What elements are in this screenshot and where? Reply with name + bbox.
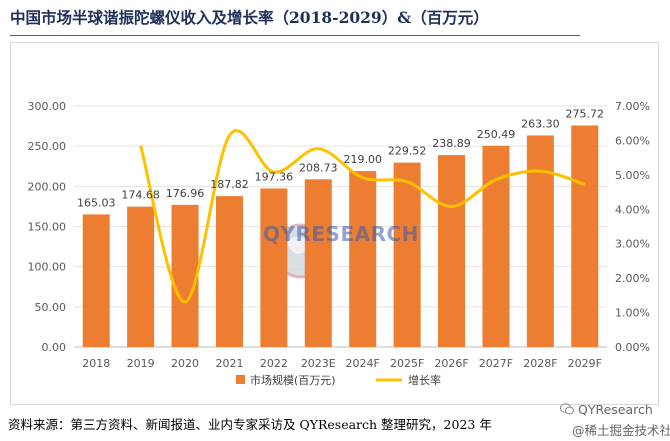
x-tick-label: 2019	[127, 357, 155, 370]
y-right-tick-label: 6.00%	[615, 134, 650, 147]
legend-bar-label: 市场规模(百万元)	[250, 373, 336, 387]
bar	[571, 125, 599, 347]
bar-value-label: 238.89	[432, 137, 471, 150]
source-footnote: 资料来源：第三方资料、新闻报道、业内专家采访及 QYResearch 整理研究，…	[8, 417, 492, 432]
watermark-globe-continent	[287, 236, 308, 254]
bar-value-label: 275.72	[566, 108, 605, 121]
data-labels: 165.03 174.68 176.96 187.82 197.36 208.73 219.…	[77, 108, 604, 246]
chart-frame: 165.03 174.68 176.96 187.82 197.36 208.73 219.…	[10, 42, 659, 405]
y-left-tick-label: 0.00	[42, 341, 67, 354]
y-right-tick-label: 0.00%	[615, 341, 650, 354]
x-tick-label: 2018	[82, 357, 110, 370]
x-tick-label: 2024F	[346, 357, 380, 370]
bar	[82, 214, 110, 347]
x-tick-label: 2020	[171, 357, 199, 370]
y-left-tick-label: 50.00	[35, 301, 67, 314]
x-tick-label: 2022	[260, 357, 288, 370]
y-left-tick-label: 100.00	[28, 261, 67, 274]
wechat-icon	[560, 403, 574, 415]
legend-line-label: 增长率	[408, 373, 441, 387]
y-right-tick-label: 4.00%	[615, 203, 650, 216]
watermark-logo-text: QYRESEARCH	[263, 222, 419, 246]
y-right-tick-label: 5.00%	[615, 169, 650, 182]
growth-line-series	[139, 129, 586, 304]
x-tick-label: 2025F	[390, 357, 424, 370]
y-right-tick-label: 1.00%	[615, 307, 650, 320]
legend-bar-swatch	[236, 375, 245, 384]
x-tick-label: 2026F	[434, 357, 468, 370]
axes: 0.00 50.00 100.00 150.00 200.00 250.00 300.00 0…	[28, 100, 650, 370]
grid	[74, 105, 607, 348]
bar-series	[82, 125, 599, 347]
community-watermark: @稀土掘金技术社区	[572, 423, 670, 438]
bar	[304, 179, 332, 347]
bar-value-label: 208.73	[299, 161, 338, 174]
legend: 市场规模(百万元) 增长率	[236, 373, 441, 387]
x-tick-label: 2029F	[568, 357, 602, 370]
bar-value-label: 165.03	[77, 196, 116, 209]
y-left-tick-label: 200.00	[28, 180, 67, 193]
x-tick-label: 2021	[215, 357, 243, 370]
bar-value-label: 176.96	[166, 187, 205, 200]
bar	[349, 171, 377, 347]
bar	[526, 135, 554, 347]
bar-value-label: 174.68	[121, 189, 160, 202]
y-left-tick-label: 300.00	[28, 100, 67, 113]
bar-value-label: 187.82	[210, 178, 249, 191]
bar	[215, 196, 243, 347]
y-left-tick-label: 250.00	[28, 140, 67, 153]
chart-svg: 165.03 174.68 176.96 187.82 197.36 208.73 219.…	[28, 100, 650, 387]
bar-value-label: 197.36	[255, 170, 294, 183]
bar-value-label: 219.00	[343, 153, 382, 166]
y-right-tick-label: 2.00%	[615, 272, 650, 285]
bar-value-label: 229.52	[388, 145, 427, 158]
bar	[260, 188, 288, 347]
chart-title: 中国市场半球谐振陀螺仪收入及增长率（2018-2029）&（百万元）	[10, 8, 489, 27]
wechat-watermark: QYResearch	[560, 402, 653, 417]
x-tick-label: 2027F	[479, 357, 513, 370]
bar	[127, 206, 155, 347]
x-tick-label: 2028F	[523, 357, 557, 370]
title-divider	[10, 35, 580, 36]
bar	[393, 162, 421, 347]
y-left-tick-label: 150.00	[28, 221, 67, 234]
bar	[171, 204, 199, 347]
bar-value-label: 250.49	[477, 128, 516, 141]
x-tick-label: 2023E	[301, 357, 336, 370]
y-right-tick-label: 3.00%	[615, 238, 650, 251]
y-right-tick-label: 7.00%	[615, 100, 650, 113]
bar	[438, 155, 466, 347]
wechat-handle: QYResearch	[577, 402, 653, 417]
bar-value-label: 263.30	[521, 117, 560, 130]
